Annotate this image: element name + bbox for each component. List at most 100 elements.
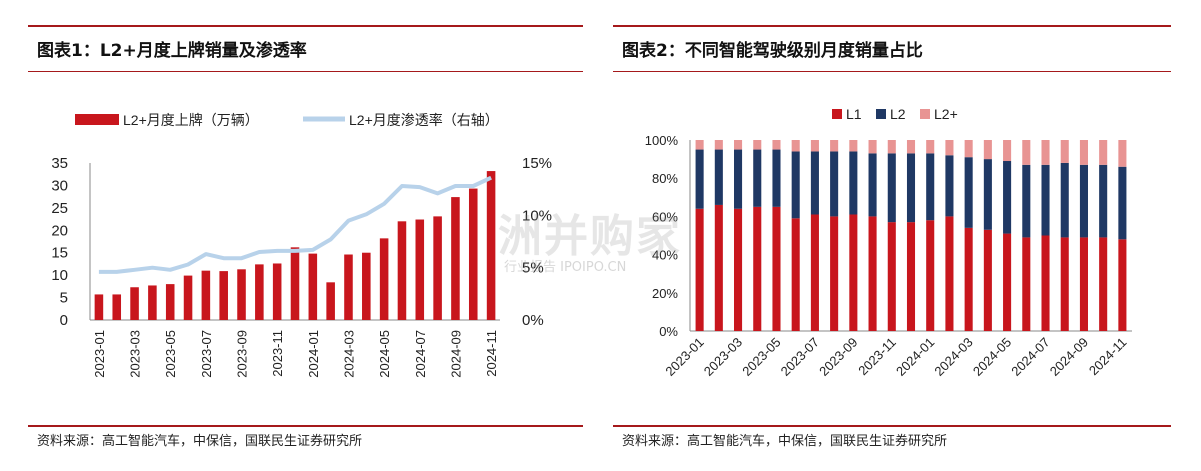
x-tick-label: 2023-01 — [92, 330, 107, 378]
line-bar-chart: L2+月度上牌（万辆） L2+月度渗透率（右轴） 0 5 10 15 20 25 30 35 0% 5… — [51, 112, 552, 378]
x-tick-label: 2024-05 — [377, 330, 392, 378]
bar-segment-l2 — [983, 159, 992, 230]
bar-segment-l2 — [906, 153, 916, 223]
bar-segment-l1 — [1041, 235, 1050, 331]
bar-segment-l2 — [1041, 164, 1050, 236]
legend: L1 L2 L2+ — [832, 106, 958, 122]
top-rule — [613, 25, 1171, 27]
bar-segment-l2plus — [868, 140, 877, 154]
bar — [468, 188, 478, 320]
bar-segment-l1 — [734, 208, 743, 331]
bar-segment-l2 — [1060, 162, 1069, 238]
y-tick-label: 10 — [51, 267, 68, 284]
bar-segment-l1 — [1099, 237, 1108, 331]
bar-segment-l2plus — [1041, 140, 1050, 165]
bar-segment-l2 — [1099, 164, 1108, 238]
y-tick-label: 15 — [51, 245, 68, 262]
bar-segment-l1 — [868, 216, 877, 331]
bar-segment-l2 — [1022, 164, 1031, 238]
bar-segment-l1 — [695, 208, 704, 331]
bar-segment-l1 — [906, 222, 916, 331]
bar-segment-l2plus — [695, 140, 704, 150]
x-tick-label: 2024-03 — [931, 335, 975, 379]
legend-label: L2+月度渗透率（右轴） — [349, 112, 499, 128]
bar-segment-l2 — [791, 151, 800, 219]
x-tick-label: 2024-11 — [1086, 335, 1130, 379]
title-underline — [613, 71, 1171, 72]
bar — [130, 287, 139, 320]
source-note: 资料来源：高工智能汽车，中保信，国联民生证券研究所 — [37, 434, 363, 449]
x-tick-label: 2023-03 — [128, 330, 143, 378]
chart-title: 图表2：不同智能驾驶级别月度销量占比 — [622, 41, 923, 61]
x-tick-label: 2023-05 — [163, 330, 178, 378]
bar — [237, 269, 246, 320]
x-tick-label: 2023-09 — [235, 330, 250, 378]
bar-segment-l2plus — [772, 140, 781, 150]
bar-segment-l2plus — [849, 140, 858, 152]
legend-swatch — [876, 109, 886, 119]
source-note: 资料来源：高工智能汽车，中保信，国联民生证券研究所 — [622, 434, 948, 449]
x-tick-label: 2023-05 — [739, 335, 783, 379]
bar — [201, 270, 211, 320]
bar-segment-l1 — [714, 204, 723, 331]
bar-segment-l1 — [1022, 237, 1031, 331]
bar-segment-l2 — [887, 153, 896, 223]
x-tick-label: 2023-11 — [270, 330, 285, 377]
y-tick-label: 0 — [60, 312, 68, 329]
left-chart-panel: 图表1：L2+月度上牌销量及渗透率 L2+月度上牌（万辆） L2+月度渗透率（右轴… — [0, 0, 600, 471]
y-tick-label: 35 — [51, 155, 68, 172]
bar-segment-l2plus — [830, 140, 839, 152]
bar-segment-l2plus — [945, 140, 954, 156]
bar — [219, 271, 228, 320]
bar-segment-l2 — [734, 149, 743, 209]
top-rule — [28, 25, 583, 27]
bar-segment-l2plus — [983, 140, 992, 160]
y-tick-label: 80% — [652, 171, 678, 186]
legend-bar-swatch — [75, 114, 119, 125]
bar-segment-l2 — [830, 151, 839, 217]
bar-segment-l2 — [753, 149, 762, 207]
bar-segment-l2plus — [810, 140, 819, 152]
bar — [326, 282, 335, 320]
x-tick-label: 2023-03 — [701, 335, 745, 379]
bar-segment-l2 — [772, 149, 781, 207]
bar — [415, 219, 425, 320]
bar — [344, 254, 353, 320]
bar-segment-l2plus — [906, 140, 916, 154]
legend-label: L2+月度上牌（万辆） — [123, 112, 259, 128]
y2-tick-label: 0% — [522, 312, 544, 329]
bar — [433, 216, 442, 320]
bar-segment-l2 — [1003, 161, 1012, 234]
x-tick-label: 2024-07 — [413, 330, 428, 378]
bar-segment-l2 — [714, 149, 723, 205]
x-tick-label: 2023-09 — [816, 335, 860, 379]
bar — [397, 221, 407, 320]
bar-segment-l1 — [1079, 237, 1088, 331]
bar — [148, 285, 157, 320]
bar — [183, 275, 193, 320]
bar-segment-l1 — [772, 206, 781, 331]
chart-title: 图表1：L2+月度上牌销量及渗透率 — [37, 41, 307, 61]
bar-segment-l2 — [1079, 164, 1088, 238]
bottom-rule — [613, 425, 1171, 427]
y-tick-label: 5 — [60, 290, 68, 307]
bar — [379, 238, 389, 320]
bar-segment-l2plus — [734, 140, 743, 150]
y-tick-label: 0% — [659, 324, 678, 339]
x-tick-label: 2023-01 — [662, 335, 706, 379]
legend-swatch — [832, 109, 842, 119]
stacked-bar-chart: L1 L2 L2+0%20%40%60%80%100%2023-012023-032… — [645, 106, 1132, 379]
bar-segment-l2plus — [887, 140, 896, 154]
bar-segment-l2 — [849, 151, 858, 215]
bar-segment-l2 — [810, 151, 819, 215]
bar — [451, 197, 460, 320]
bar — [362, 252, 371, 320]
bar — [112, 294, 122, 320]
legend-label: L2 — [890, 106, 906, 122]
y-tick-label: 30 — [51, 177, 68, 194]
bar-segment-l1 — [753, 206, 762, 331]
title-underline — [28, 71, 583, 72]
bar — [94, 294, 104, 320]
y-tick-label: 100% — [645, 133, 679, 148]
bar-segment-l2plus — [1060, 140, 1069, 163]
